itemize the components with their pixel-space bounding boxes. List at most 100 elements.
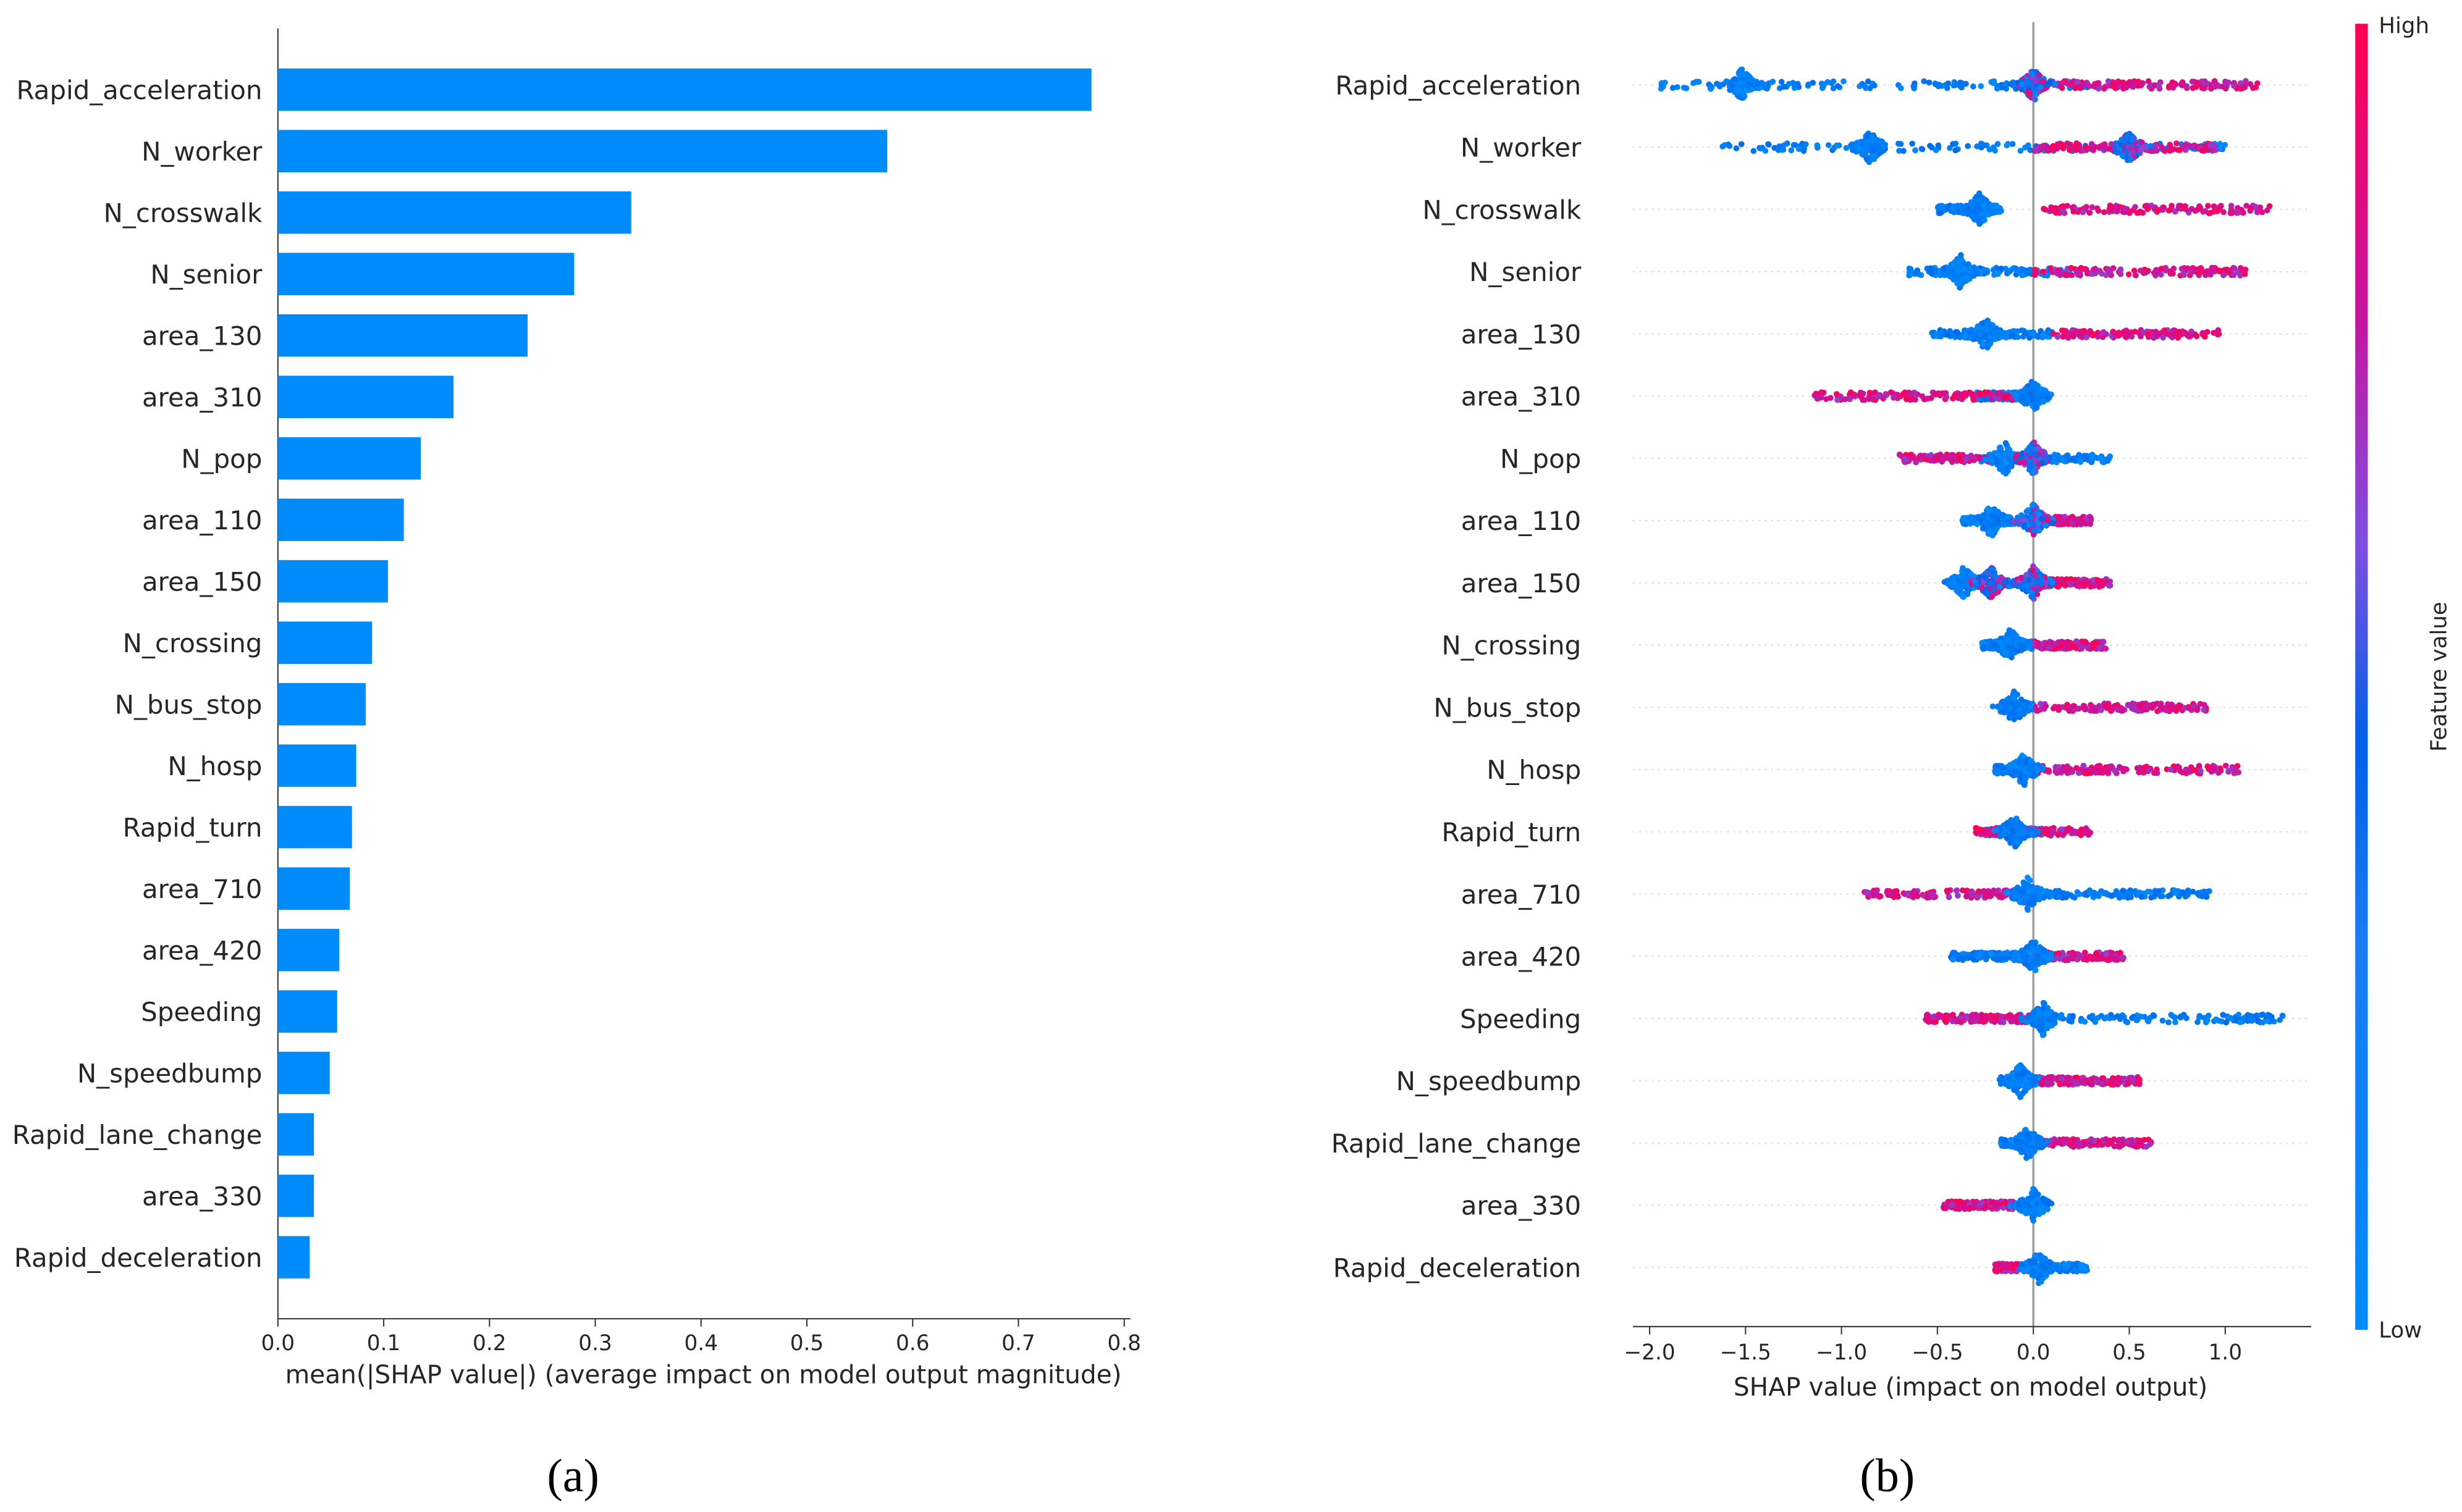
- shap-dot: [2159, 144, 2165, 150]
- bar-label: area_710: [142, 874, 262, 904]
- shap-dot: [1995, 508, 2001, 515]
- feature-label: area_110: [1461, 506, 1581, 536]
- shap-dot: [1785, 80, 1792, 87]
- shap-dot: [2209, 264, 2215, 271]
- shap-dot: [2020, 586, 2026, 592]
- shap-dot: [1952, 147, 1958, 154]
- shap-dot: [1967, 272, 1974, 279]
- shap-dot: [2152, 329, 2159, 335]
- shap-dot: [1928, 265, 1934, 272]
- shap-dot: [1955, 588, 1962, 595]
- shap-dot: [2088, 144, 2094, 150]
- shap-dot: [2066, 146, 2073, 153]
- shap-dot: [2079, 82, 2086, 88]
- shap-dot: [2035, 520, 2042, 527]
- shap-dot: [2017, 642, 2024, 649]
- shap-dot: [1960, 594, 1967, 600]
- shap-dot: [2131, 267, 2138, 274]
- shap-dot: [1769, 78, 1776, 85]
- shap-dot: [1999, 575, 2005, 581]
- bar: [277, 130, 888, 172]
- shap-dot: [1919, 146, 1926, 153]
- bar-label: N_bus_stop: [115, 689, 263, 720]
- shap-dot: [2078, 264, 2085, 271]
- shap-dot: [1978, 83, 1984, 90]
- bar-chart-panel: Rapid_accelerationN_workerN_crosswalkN_s…: [12, 28, 1141, 1389]
- shap-dot: [2125, 271, 2132, 278]
- shap-dot: [1921, 78, 1927, 85]
- shap-dot: [1848, 390, 1854, 397]
- bar: [277, 498, 404, 541]
- shap-dot: [1818, 394, 1824, 401]
- x-tick-label: 0.1: [367, 1331, 401, 1356]
- shap-dot: [2053, 209, 2059, 216]
- shap-dot: [1961, 265, 1968, 272]
- shap-dot: [2034, 640, 2041, 647]
- shap-dot: [2180, 271, 2186, 277]
- shap-dot: [1990, 392, 1997, 398]
- bar-label: area_110: [142, 505, 262, 536]
- bar: [277, 744, 356, 787]
- bar-label: Rapid_deceleration: [14, 1243, 263, 1273]
- bar-label: N_crossing: [123, 628, 263, 658]
- shap-dot: [2131, 701, 2138, 707]
- shap-dot: [2083, 639, 2089, 645]
- x-tick-label: 0.3: [578, 1331, 612, 1356]
- bar: [277, 1174, 314, 1217]
- shap-dot: [2009, 266, 2015, 272]
- shap-dot: [1958, 206, 1964, 212]
- shap-dot: [1683, 85, 1690, 91]
- feature-label: area_130: [1461, 319, 1581, 350]
- shap-dot: [1957, 574, 1964, 581]
- shap-dot: [2023, 571, 2030, 578]
- shap-dot: [2020, 517, 2027, 523]
- shap-dot: [2021, 400, 2028, 407]
- shap-dot: [1738, 141, 1745, 148]
- shap-dot: [1674, 84, 1680, 90]
- bar-label: Rapid_lane_change: [12, 1120, 263, 1150]
- shap-dot: [1781, 83, 1787, 90]
- shap-dot: [2070, 208, 2076, 215]
- shap-dot: [1788, 147, 1795, 154]
- shap-dot: [2018, 574, 2025, 581]
- shap-dot: [1975, 208, 1981, 215]
- shap-dot: [2064, 203, 2070, 209]
- shap-dot: [2094, 329, 2101, 336]
- shap-dot: [2018, 327, 2025, 334]
- shap-dot: [1902, 455, 1908, 462]
- shap-dot: [1975, 455, 1982, 461]
- shap-dot: [2178, 266, 2185, 272]
- shap-dot: [1895, 140, 1902, 147]
- shap-dot: [1721, 142, 1728, 148]
- shap-dot: [2039, 460, 2046, 467]
- shap-dot: [2264, 207, 2270, 214]
- shap-dot: [1976, 390, 1983, 397]
- shap-dot: [2039, 269, 2046, 275]
- shap-dot: [2229, 208, 2236, 214]
- shap-dot: [1795, 84, 1802, 90]
- shap-dot: [1923, 456, 1929, 463]
- shap-dot: [2037, 700, 2044, 707]
- shap-dot: [1935, 204, 1942, 211]
- shap-dot: [1830, 85, 1837, 91]
- shap-dot: [2049, 519, 2055, 526]
- shap-dot: [1790, 141, 1797, 148]
- shap-dot: [2000, 450, 2007, 456]
- shap-dot: [2019, 81, 2025, 88]
- shap-dot: [2040, 398, 2047, 405]
- shap-dot: [2125, 80, 2131, 86]
- shap-dot: [2058, 141, 2065, 148]
- shap-dot: [2217, 141, 2224, 147]
- shap-dot: [1944, 85, 1950, 91]
- shap-dot: [2029, 567, 2036, 574]
- shap-dot: [1805, 81, 1811, 88]
- feature-dots-area_150: [1941, 563, 2114, 602]
- shap-dot: [2240, 209, 2246, 216]
- bar: [277, 1113, 314, 1156]
- shap-dot: [2182, 705, 2188, 711]
- shap-dot: [2034, 395, 2041, 401]
- shap-dot: [2217, 268, 2224, 275]
- shap-dot: [1951, 579, 1957, 586]
- shap-dot: [1865, 132, 1871, 138]
- shap-dot: [1750, 77, 1756, 83]
